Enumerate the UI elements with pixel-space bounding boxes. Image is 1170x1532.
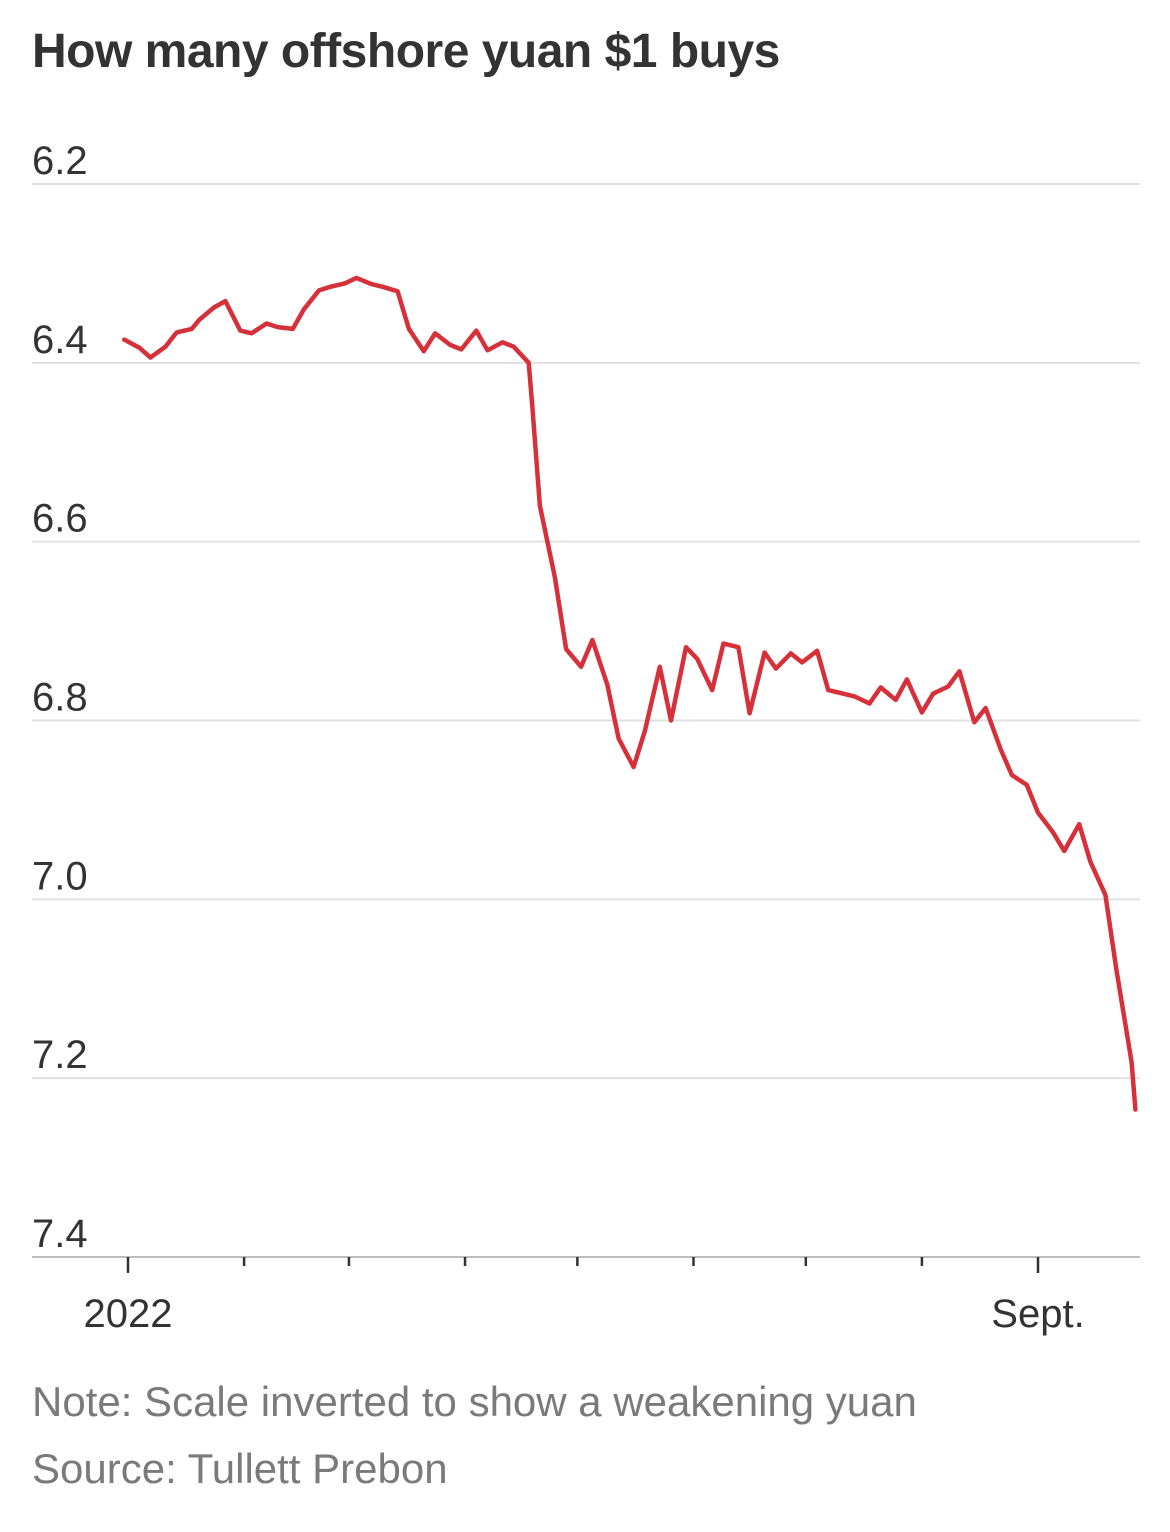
y-tick-label: 7.0 — [32, 854, 88, 898]
y-tick-label: 6.6 — [32, 497, 88, 541]
y-tick-label: 7.4 — [32, 1212, 88, 1256]
chart-source: Source: Tullett Prebon — [32, 1445, 448, 1492]
x-tick-label: 2022 — [84, 1292, 173, 1336]
x-axis-ticks — [126, 1257, 1040, 1273]
y-axis-labels: 6.2 6.4 6.6 6.8 7.0 7.2 7.4 — [32, 139, 88, 1256]
line-chart: 6.2 6.4 6.6 6.8 7.0 7.2 7.4 2022 Sept. — [32, 139, 1140, 1336]
x-tick-label: Sept. — [991, 1292, 1084, 1336]
y-tick-label: 6.4 — [32, 318, 88, 362]
series-line — [122, 275, 1138, 1112]
x-axis-labels: 2022 Sept. — [84, 1292, 1085, 1336]
chart-note: Note: Scale inverted to show a weakening… — [32, 1378, 917, 1425]
gridlines — [32, 183, 1140, 1080]
y-tick-label: 6.2 — [32, 139, 88, 183]
chart-title: How many offshore yuan $1 buys — [32, 25, 780, 78]
y-tick-label: 7.2 — [32, 1033, 88, 1077]
y-tick-label: 6.8 — [32, 676, 88, 720]
